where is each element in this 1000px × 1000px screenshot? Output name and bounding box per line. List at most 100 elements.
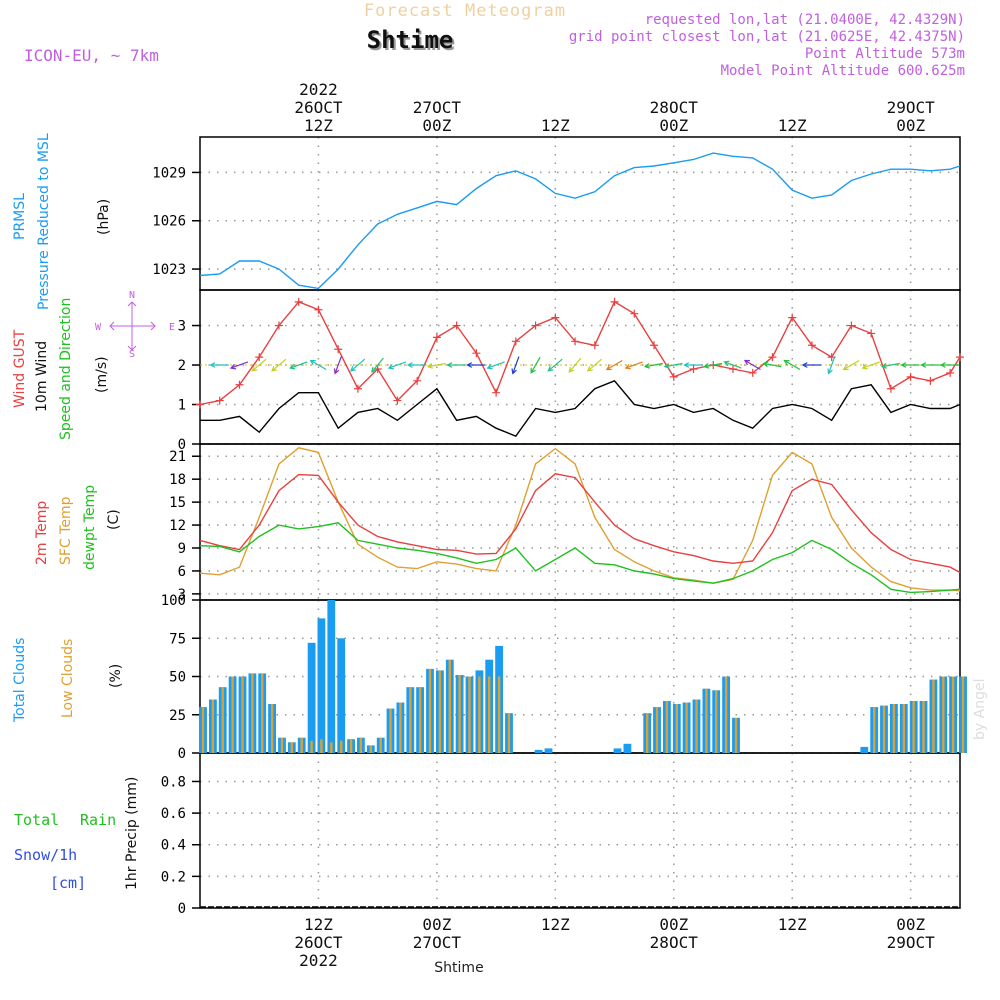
wind-direction-arrow: [333, 356, 342, 375]
wind-direction-arrow: [586, 358, 603, 372]
plot-layer: 102310261029012336912151821025507510000.…: [152, 80, 967, 970]
gust-marker: [650, 341, 659, 350]
header-title: Forecast Meteogram: [364, 1, 566, 21]
bottom-time-label: 00Z: [422, 915, 451, 934]
gust-marker: [788, 313, 797, 322]
wind-direction-arrow: [350, 358, 366, 372]
low-cloud-bar: [448, 659, 451, 753]
low-cloud-bar: [675, 704, 678, 753]
wind-direction-arrow: [624, 361, 643, 370]
total-cloud-bar: [534, 749, 543, 753]
wind-direction-arrow: [406, 362, 427, 368]
ytick-label: 75: [169, 631, 186, 647]
low-cloud-bar: [320, 739, 323, 753]
sfc-temp-line: [199, 447, 961, 592]
low-cloud-bar: [932, 679, 935, 753]
ytick-label: 18: [169, 472, 186, 488]
gust-marker: [353, 384, 362, 393]
gust-marker: [748, 368, 757, 377]
ytick-label: 0.2: [161, 869, 186, 885]
gust-marker: [413, 376, 422, 385]
wind-direction-arrow: [663, 362, 683, 369]
low-cloud-bar: [330, 742, 333, 753]
low-cloud-bar: [655, 707, 659, 753]
gust-marker: [956, 353, 964, 362]
wind-direction-arrow: [426, 362, 446, 369]
wind-direction-arrow: [683, 362, 703, 368]
wind-direction-arrow: [209, 362, 229, 368]
temp2m-label: 2m Temp: [34, 501, 50, 565]
requested-coords: requested lon,lat (21.0400E, 42.4329N): [645, 12, 965, 28]
low-cloud-bar: [201, 707, 205, 753]
ytick-label: 3: [178, 319, 186, 335]
gust-marker: [610, 297, 619, 306]
low-cloud-bar: [488, 676, 491, 753]
gust-marker: [867, 329, 876, 338]
low-cloud-bar: [438, 670, 442, 753]
msl-label: Pressure Reduced to MSL: [36, 133, 52, 310]
bottom-location-label: Shtime: [434, 960, 483, 976]
wind-direction-arrow: [511, 356, 520, 375]
gust-marker: [196, 400, 204, 409]
bottom-time-label: 00Z: [896, 915, 925, 934]
top-time-label: 2022: [299, 80, 338, 99]
wind-direction-arrow: [547, 358, 563, 372]
wind-direction-arrow: [783, 359, 801, 371]
cloud-side-labels: Total Clouds Low Clouds (%): [12, 638, 124, 723]
temp2m-line: [199, 473, 961, 574]
gust-marker: [255, 353, 264, 362]
ytick-label: 21: [169, 449, 186, 465]
ytick-label: 0: [178, 437, 186, 453]
low-cloud-bar: [428, 668, 432, 753]
wind-direction-arrow: [251, 358, 267, 372]
ytick-label: 0.6: [161, 806, 186, 822]
low-cloud-bar: [665, 701, 669, 753]
panel-frame: [199, 289, 961, 445]
panel-clouds: 0 25 50 75 100: [161, 593, 961, 762]
ytick-label: 25: [169, 708, 186, 724]
wind10m-label: 10m Wind: [34, 341, 50, 412]
low-cloud-bar: [340, 740, 343, 753]
wind-direction-arrow: [801, 362, 821, 368]
pressure-side-labels: PRMSL Pressure Reduced to MSL (hPa): [12, 133, 112, 310]
temp-side-labels: 2m Temp SFC Temp dewpt Temp (C): [34, 485, 122, 570]
wind-direction-arrow: [880, 362, 900, 369]
panel-temperature: 3 6 9 12 15 18 21: [169, 443, 961, 603]
gust-marker: [472, 349, 481, 358]
top-time-label: 12Z: [778, 116, 807, 135]
gust-marker: [906, 372, 915, 381]
bottom-time-label: 00Z: [659, 915, 688, 934]
gust-marker: [946, 368, 955, 377]
gust-marker: [847, 321, 856, 330]
gust-marker: [531, 321, 540, 330]
low-cloud-bar: [468, 676, 471, 753]
wind-direction-arrow: [387, 361, 407, 370]
total-cloud-bar: [327, 600, 336, 753]
ytick-label: 0: [178, 746, 186, 762]
compass-cross-icon: [109, 301, 156, 351]
gust-marker: [571, 337, 580, 346]
compass-w: W: [95, 322, 102, 333]
total-label: Total: [14, 811, 59, 829]
top-time-label: 27OCT: [413, 98, 462, 117]
low-cloud-bar: [912, 701, 915, 753]
total-cloud-bar: [860, 746, 869, 753]
wind-direction-arrow: [842, 359, 860, 371]
gust-marker: [294, 297, 303, 306]
ytick-label: 100: [161, 593, 186, 609]
wind-unit-label: (m/s): [94, 356, 110, 393]
low-cloud-bar: [280, 737, 284, 753]
low-cloud-bar: [399, 702, 402, 753]
bottom-time-label: 29OCT: [887, 933, 936, 952]
dewpt-label: dewpt Temp: [82, 485, 98, 570]
snow-label: Snow/1h: [14, 846, 77, 864]
low-cloud-bar: [951, 676, 955, 753]
pressure-line: [199, 152, 961, 290]
gust-marker: [669, 372, 678, 381]
ytick-label: 1026: [152, 214, 186, 230]
low-cloud-bar: [902, 704, 905, 753]
low-cloud-bar: [359, 737, 363, 753]
gust-marker: [551, 313, 560, 322]
gust-marker: [768, 353, 777, 362]
